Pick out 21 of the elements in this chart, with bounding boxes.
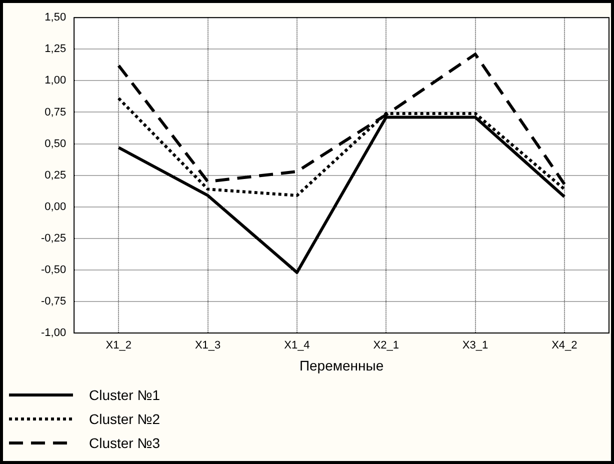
y-tick-label: 0,25	[44, 169, 66, 182]
x-tick-label: X3_1	[462, 340, 488, 352]
y-tick-label: 1,25	[44, 43, 66, 56]
x-tick-label: X4_2	[552, 340, 578, 352]
y-tick-label: 1,50	[44, 12, 66, 24]
y-tick-label: 0,50	[44, 138, 66, 150]
legend-label: Cluster №1	[89, 387, 160, 403]
legend-label: Cluster №2	[89, 411, 160, 427]
legend-label: Cluster №3	[89, 435, 160, 451]
y-tick-label: 0,00	[44, 200, 66, 213]
x-tick-label: X1_4	[284, 340, 310, 352]
y-tick-label: -1,00	[40, 327, 66, 340]
x-axis-title: Переменные	[299, 357, 384, 374]
y-tick-label: 0,75	[44, 106, 66, 118]
y-tick-label: -0,75	[40, 295, 66, 308]
x-tick-label: X1_2	[106, 340, 132, 352]
x-tick-label: X2_1	[373, 340, 399, 352]
y-tick-label: -0,50	[40, 264, 66, 276]
y-tick-label: -0,25	[40, 232, 66, 244]
y-tick-label: 1,00	[44, 74, 66, 87]
x-tick-label: X1_3	[194, 340, 221, 352]
